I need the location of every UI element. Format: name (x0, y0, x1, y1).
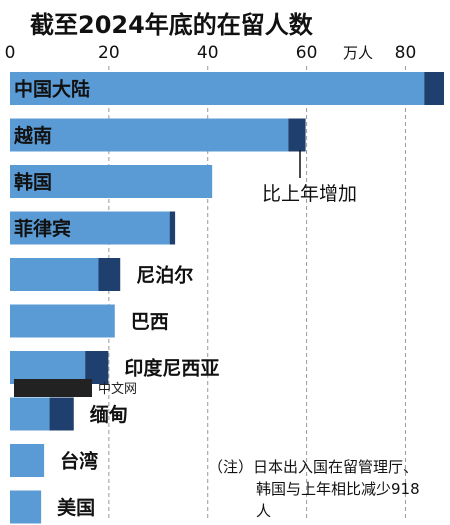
x-tick-label: 20 (98, 43, 120, 63)
watermark-text: 中文网 (98, 382, 137, 397)
bar-base (10, 118, 289, 152)
note-line-1: （注）日本出入国在留管理厅、 (208, 458, 418, 476)
category-label: 菲律宾 (14, 217, 71, 240)
watermark-logo (14, 379, 92, 397)
bar-base (10, 304, 115, 338)
bars (10, 72, 445, 524)
category-label: 中国大陆 (14, 78, 90, 101)
note-line-2: 韩国与上年相比减少918 (256, 480, 420, 498)
bar-base (10, 490, 42, 524)
axis-tick-labels: 0 20 40 60 80 (5, 43, 417, 63)
bar-increase (424, 72, 445, 105)
legend-increase: 比上年增加 (262, 183, 357, 205)
axis-unit: 万人 (343, 44, 373, 62)
x-tick-label: 0 (5, 43, 16, 63)
bar-increase (288, 118, 306, 152)
bar-base (10, 351, 86, 384)
x-tick-label: 60 (296, 43, 318, 63)
chart-title: 截至2024年底的在留人数 (30, 11, 314, 39)
gridlines (108, 66, 406, 520)
category-label: 台湾 (60, 450, 98, 473)
bar-increase (98, 258, 121, 291)
bar-base (10, 211, 170, 245)
bar-base (10, 72, 425, 105)
bar-base (10, 397, 50, 431)
bar-increase (49, 397, 74, 431)
note-line-3: 人 (256, 502, 271, 520)
x-tick-label: 40 (197, 43, 219, 63)
note: （注）日本出入国在留管理厅、 韩国与上年相比减少918 人 (208, 458, 420, 520)
bar-base (10, 444, 45, 477)
bar-base (10, 258, 99, 291)
bar-increase (85, 351, 109, 384)
category-label: 越南 (13, 124, 52, 147)
category-label: 韩国 (14, 171, 52, 194)
category-label: 印度尼西亚 (124, 357, 219, 380)
category-label: 美国 (57, 496, 95, 519)
watermark: 中文网 (14, 379, 137, 397)
category-label: 尼泊尔 (136, 264, 193, 287)
category-label: 缅甸 (90, 403, 128, 426)
x-tick-label: 80 (395, 43, 417, 63)
bar-increase (169, 211, 176, 245)
bar-base (10, 165, 213, 198)
category-label: 巴西 (131, 311, 169, 333)
